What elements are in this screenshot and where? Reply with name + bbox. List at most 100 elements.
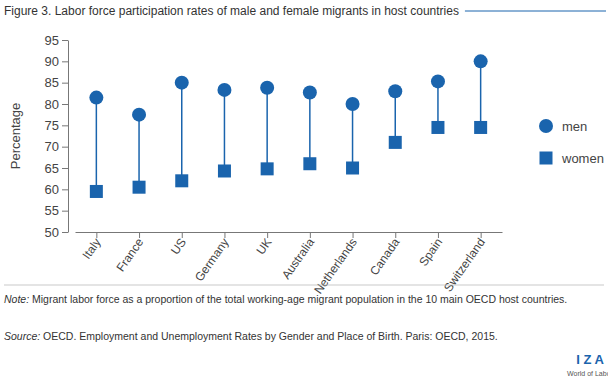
- square-marker: [474, 121, 487, 134]
- circle-marker: [303, 85, 317, 99]
- x-tick-mark: [353, 232, 354, 238]
- y-tick-mark: [62, 168, 68, 169]
- y-tick-mark: [62, 40, 68, 41]
- circle-marker: [175, 76, 189, 90]
- circle-marker: [260, 81, 274, 95]
- x-tick-label: Germany: [192, 236, 232, 284]
- circle-marker: [431, 74, 445, 88]
- square-marker: [389, 136, 402, 149]
- connector: [480, 61, 482, 127]
- legend: men women: [539, 119, 604, 166]
- x-tick: Italy: [80, 232, 104, 262]
- y-tick: 55: [45, 203, 68, 218]
- x-tick: France: [113, 232, 146, 274]
- y-tick-mark: [62, 104, 68, 105]
- x-tick-mark: [224, 232, 225, 238]
- y-tick-label: 80: [45, 97, 59, 112]
- legend-symbol: [540, 152, 553, 165]
- y-tick-label: 95: [45, 33, 59, 48]
- chart-container: Figure 3. Labor force participation rate…: [0, 0, 608, 385]
- y-tick: 90: [45, 54, 68, 69]
- x-tick: Australia: [279, 232, 317, 282]
- y-axis-line: [68, 41, 69, 233]
- connector: [309, 92, 311, 163]
- y-axis-title: Percentage: [8, 103, 23, 170]
- y-tick-label: 90: [45, 54, 59, 69]
- y-tick-mark: [62, 147, 68, 148]
- x-tick-mark: [182, 232, 183, 238]
- y-tick-mark: [62, 83, 68, 84]
- square-marker: [303, 157, 316, 170]
- connector: [181, 83, 183, 181]
- y-tick-label: 75: [45, 118, 59, 133]
- circle-marker: [474, 54, 488, 68]
- y-tick: 65: [45, 161, 68, 176]
- connector: [266, 88, 268, 169]
- title-rule: [465, 11, 606, 12]
- chart-title: Figure 3. Labor force participation rate…: [4, 4, 459, 18]
- y-tick-label: 70: [45, 139, 59, 154]
- y-tick-mark: [62, 189, 68, 190]
- x-axis: ItalyFranceUSGermanyUKAustraliaNetherlan…: [76, 232, 503, 297]
- circle-marker: [89, 91, 103, 105]
- x-tick: Netherlands: [311, 232, 360, 297]
- chart-svg: Figure 3. Labor force participation rate…: [0, 0, 608, 385]
- logo-text: I Z A: [576, 352, 604, 367]
- square-marker: [261, 162, 274, 175]
- circle-marker: [388, 84, 402, 98]
- y-tick-mark: [62, 125, 68, 126]
- connector: [395, 91, 397, 142]
- source: Source: OECD. Employment and Unemploymen…: [4, 330, 498, 342]
- connector: [224, 90, 226, 171]
- x-tick-label: France: [113, 235, 146, 274]
- connector: [96, 98, 98, 192]
- plot-area: [89, 54, 487, 198]
- square-marker: [133, 181, 146, 194]
- x-tick: Germany: [192, 232, 232, 284]
- separator: [4, 285, 604, 286]
- y-tick: 75: [45, 118, 68, 133]
- y-tick: 95: [45, 33, 68, 48]
- x-tick-mark: [395, 232, 396, 238]
- y-tick-label: 50: [45, 225, 59, 240]
- circle-marker: [132, 108, 146, 122]
- x-tick-label: Italy: [80, 236, 104, 262]
- square-marker: [218, 164, 231, 177]
- circle-marker: [346, 97, 360, 111]
- y-tick-label: 85: [45, 75, 59, 90]
- square-marker: [90, 185, 103, 198]
- x-tick-label: Canada: [367, 235, 403, 278]
- connector: [138, 115, 140, 188]
- x-tick: UK: [253, 232, 274, 257]
- y-tick-mark: [62, 211, 68, 212]
- y-tick-label: 55: [45, 203, 59, 218]
- x-tick-label: Switzerland: [441, 236, 488, 295]
- y-tick: 80: [45, 97, 68, 112]
- square-marker: [346, 162, 359, 175]
- y-axis: 50 55 60 65 70 75 80 85 90 95: [45, 33, 69, 240]
- x-tick-mark: [438, 232, 439, 238]
- y-tick: 60: [45, 182, 68, 197]
- logo-subtext: World of Labor: [567, 370, 608, 377]
- x-tick-mark: [481, 232, 482, 238]
- y-tick-label: 60: [45, 182, 59, 197]
- y-tick-label: 65: [45, 161, 59, 176]
- note: Note: Migrant labor force as a proportio…: [4, 293, 567, 305]
- circle-marker: [217, 83, 231, 97]
- square-marker: [431, 121, 444, 134]
- x-tick-mark: [310, 232, 311, 238]
- y-tick-mark: [62, 232, 68, 233]
- legend-label: women: [561, 151, 604, 166]
- legend-label: men: [562, 119, 587, 134]
- y-tick: 85: [45, 75, 68, 90]
- x-tick-label: Australia: [279, 235, 317, 282]
- legend-symbol: [539, 119, 553, 133]
- x-tick-label: Netherlands: [311, 236, 360, 297]
- x-tick-mark: [96, 232, 97, 238]
- x-tick: Spain: [416, 232, 445, 269]
- connector: [352, 104, 354, 168]
- y-tick-mark: [62, 61, 68, 62]
- x-tick-label: Spain: [416, 236, 445, 269]
- x-tick-mark: [267, 232, 268, 238]
- y-tick: 50: [45, 225, 68, 240]
